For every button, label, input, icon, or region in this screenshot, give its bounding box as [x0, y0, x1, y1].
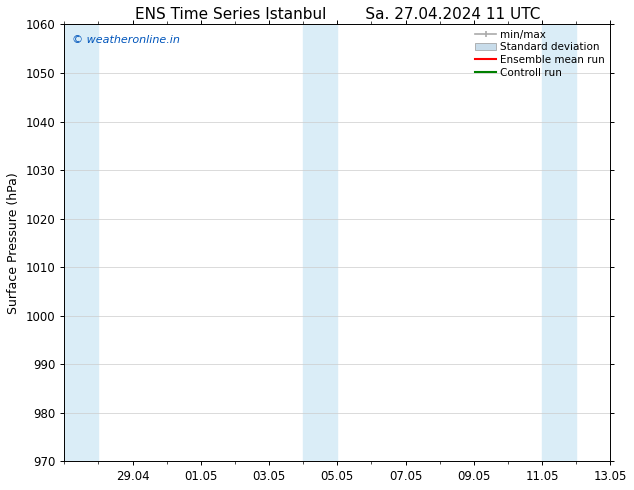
Bar: [303, 24, 337, 461]
Bar: [542, 24, 576, 461]
Bar: [64, 24, 98, 461]
Y-axis label: Surface Pressure (hPa): Surface Pressure (hPa): [7, 172, 20, 314]
Title: ENS Time Series Istanbul        Sa. 27.04.2024 11 UTC: ENS Time Series Istanbul Sa. 27.04.2024 …: [134, 7, 540, 22]
Legend: min/max, Standard deviation, Ensemble mean run, Controll run: min/max, Standard deviation, Ensemble me…: [474, 27, 607, 79]
Text: © weatheronline.in: © weatheronline.in: [72, 35, 180, 46]
